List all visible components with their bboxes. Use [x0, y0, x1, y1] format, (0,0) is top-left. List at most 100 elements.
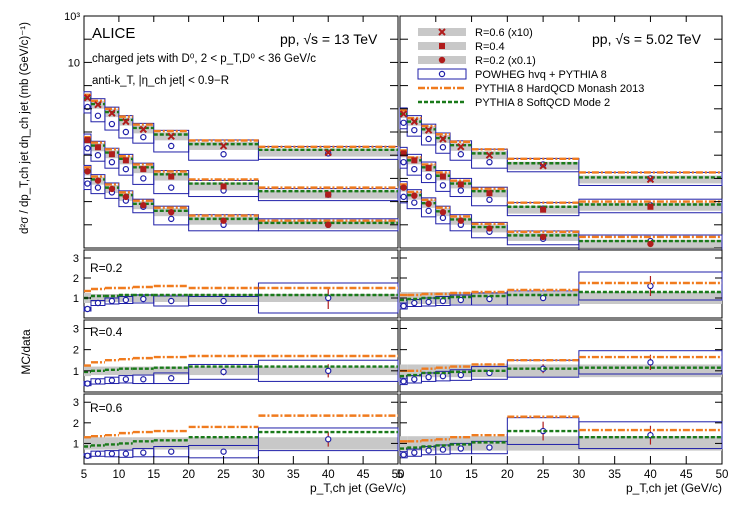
x-axis-label-left: p_T,ch jet (GeV/c)	[310, 481, 406, 495]
xtick-label-13tev-35: 35	[287, 469, 300, 481]
ratio-powheg-point-13tev-R04-6	[220, 368, 227, 376]
legend-circle	[438, 56, 446, 64]
powheg-point-13tev-r06-3	[122, 128, 130, 136]
ratio-panel-label-r04: R=0.4	[90, 325, 123, 339]
legend-cross-b	[438, 28, 446, 36]
ratio-powheg-point-5tev-R02-2	[425, 298, 432, 306]
ratio-powheg-point-13tev-R06-5	[168, 448, 175, 455]
ratio-ytick-label-R06-2: 2	[73, 418, 79, 430]
data-point-13tev-r06-1	[94, 101, 102, 109]
ratio-powheg-point-5tev-R02-4	[457, 296, 465, 304]
ratio-powheg-point-5tev-R04-2	[425, 373, 432, 381]
data-point-5tev-r04-4	[457, 181, 464, 188]
data-point-13tev-r02-5	[168, 208, 175, 216]
data-point-5tev-r04-5	[486, 190, 493, 197]
ratio-ytick-label-R04-1: 1	[73, 366, 79, 378]
powheg-point-5tev-r06-3	[439, 144, 447, 151]
powheg-point-5tev-r04-2	[425, 173, 432, 180]
data-point-13tev-r04-3	[122, 157, 129, 164]
powheg-point-13tev-r06-1	[94, 112, 102, 119]
powheg-point-5tev-r02-3	[439, 214, 447, 222]
ratio-powheg-box-5tev-R02-7	[578, 271, 723, 301]
xtick-label-13tev-5: 5	[81, 469, 87, 481]
xtick-label-5tev-35: 35	[608, 469, 621, 481]
data-point-5tev-r04-1	[411, 157, 418, 164]
data-point-13tev-r06-5-stroke-b	[167, 132, 175, 141]
ratio-powheg-point-13tev-R04-3	[122, 376, 130, 383]
ratio-powheg-point-5tev-R06-5	[486, 444, 493, 451]
data-point-5tev-r04-7	[647, 203, 654, 210]
ratio-powheg-point-13tev-R04-4	[140, 376, 147, 383]
data-point-13tev-r02-4	[140, 201, 147, 209]
y-axis-label-ratio: MC/data	[19, 329, 33, 375]
selection-label: charged jets with D⁰, 2 < p_T,D⁰ < 36 Ge…	[92, 53, 316, 65]
energy-label-13tev: pp, √s = 13 TeV	[280, 31, 378, 47]
algorithm-label: anti-k_T, |η_ch jet| < 0.9−R	[92, 75, 229, 87]
legend-label-mode2: PYTHIA 8 SoftQCD Mode 2	[475, 97, 610, 109]
spectra-frame-13tev	[83, 15, 399, 249]
spectra-ytick-label-1: 10	[68, 57, 80, 69]
xtick-label-13tev-20: 20	[182, 469, 195, 481]
data-point-13tev-r04-2	[108, 151, 115, 158]
ratio-powheg-box-5tev-R06-5	[471, 440, 508, 455]
data-point-5tev-r06-1-stroke-b	[410, 117, 419, 126]
data-point-5tev-r04-3	[439, 173, 446, 180]
data-point-5tev-r02-5	[486, 225, 493, 232]
data-point-5tev-r02-7	[647, 240, 654, 248]
ratio-powheg-point-13tev-R02-6	[220, 297, 227, 305]
data-point-5tev-r04-0	[400, 150, 407, 157]
data-point-13tev-r06-4	[139, 125, 148, 134]
data-point-13tev-r06-7	[324, 148, 332, 157]
y-axis-label-spectra: d²σ / dp_T,ch jet dη_ch jet (mb (GeV/c)⁻…	[19, 22, 31, 234]
ratio-powheg-point-5tev-R06-0	[400, 451, 407, 458]
ratio-sys-band-13tev-R06-5	[153, 437, 189, 450]
ratio-powheg-point-5tev-R02-1	[411, 299, 418, 307]
ratio-powheg-point-5tev-R06-4	[457, 445, 465, 452]
ratio-powheg-point-13tev-R06-1	[94, 450, 102, 457]
data-point-5tev-r06-6-stroke-b	[539, 162, 547, 170]
ratio-powheg-point-13tev-R04-0	[84, 380, 91, 387]
ratio-powheg-point-13tev-R02-0	[84, 305, 91, 313]
ratio-powheg-point-13tev-R06-3	[122, 450, 130, 457]
ratio-powheg-point-13tev-R06-0	[84, 452, 91, 459]
ratio-powheg-point-13tev-R02-2	[108, 297, 116, 305]
ratio-powheg-point-5tev-R02-5	[486, 295, 493, 303]
data-point-5tev-r04-2	[425, 165, 432, 172]
data-point-13tev-r06-2-stroke-b	[108, 109, 116, 117]
powheg-box-5tev-r04-5	[471, 186, 508, 207]
ratio-powheg-point-5tev-R04-0	[400, 378, 407, 385]
data-point-13tev-r06-4-stroke-b	[139, 125, 148, 134]
data-point-13tev-r04-7	[325, 191, 332, 198]
powheg-point-5tev-r06-1	[411, 126, 418, 134]
powheg-point-13tev-r04-3	[122, 165, 130, 173]
data-point-13tev-r02-0	[84, 168, 91, 175]
powheg-point-13tev-r02-0	[84, 180, 91, 187]
xtick-label-5tev-25: 25	[537, 469, 550, 481]
legend-label-r04: R=0.4	[475, 41, 505, 53]
legend-label-powheg: POWHEG hvq + PYTHIA 8	[475, 69, 607, 81]
ratio-powheg-point-5tev-R06-2	[425, 447, 432, 454]
powheg-point-5tev-r04-5	[486, 196, 493, 203]
legend-square	[439, 43, 445, 49]
data-point-5tev-r06-2	[424, 126, 433, 134]
ratio-powheg-point-13tev-R02-1	[94, 299, 102, 307]
spectra-ytick-label-3: 10³	[64, 11, 80, 23]
x-axis-label-right: p_T,ch jet (GeV/c)	[626, 481, 722, 495]
xtick-label-13tev-45: 45	[357, 469, 370, 481]
powheg-point-5tev-r04-3	[439, 182, 447, 189]
data-point-13tev-r02-2	[108, 185, 116, 193]
powheg-point-13tev-r06-4	[140, 133, 147, 141]
powheg-point-5tev-r04-0	[400, 158, 407, 166]
data-point-5tev-r06-7	[646, 175, 655, 184]
xtick-label-5tev-30: 30	[572, 469, 585, 481]
ratio-powheg-point-13tev-R04-7	[325, 367, 332, 375]
ratio-sys-band-5tev-R02-7	[578, 292, 722, 304]
data-point-5tev-r04-6	[540, 206, 547, 213]
xtick-label-13tev-10: 10	[112, 469, 125, 481]
powheg-point-5tev-r02-2	[425, 207, 432, 215]
xtick-label-13tev-25: 25	[217, 469, 230, 481]
ratio-frame-13tev-R02	[83, 249, 399, 319]
powheg-box-5tev-r02-5	[471, 221, 508, 239]
ratio-sys-band-13tev-R06-6	[188, 437, 259, 450]
